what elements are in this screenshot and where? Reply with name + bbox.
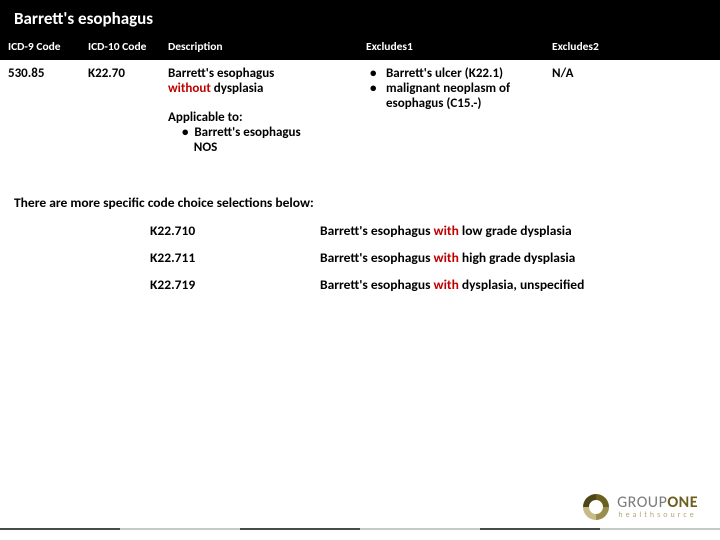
title-bar: Barrett's esophagus (0, 0, 720, 36)
desc-line2: without dysplasia (168, 81, 350, 96)
cell-icd9: 530.85 (0, 60, 80, 186)
table-header: ICD-9 Code ICD-10 Code Description Exclu… (0, 36, 720, 60)
desc-prefix: Barrett's esophagus (320, 276, 434, 293)
col-header-icd10: ICD-10 Code (80, 36, 160, 60)
slide: Barrett's esophagus ICD-9 Code ICD-10 Co… (0, 0, 720, 540)
specific-code: K22.719 (150, 276, 320, 293)
excludes1-item: •malignant neoplasm of esophagus (C15.-) (370, 81, 536, 111)
desc-line1: Barrett's esophagus (168, 66, 350, 81)
excludes1-text: malignant neoplasm of esophagus (C15.-) (386, 81, 536, 111)
applicable-block: Applicable to: • Barrett's esophagus NOS (168, 110, 350, 155)
cell-excludes2: N/A (544, 60, 720, 186)
desc-prefix: Barrett's esophagus (320, 222, 434, 239)
specific-code-description: Barrett's esophagus with high grade dysp… (320, 249, 575, 266)
page-title: Barrett's esophagus (14, 8, 153, 29)
logo-icon (581, 492, 611, 522)
keyword-with: with (434, 276, 459, 293)
specific-code-description: Barrett's esophagus with low grade dyspl… (320, 222, 572, 239)
cell-excludes1: •Barrett's ulcer (K22.1)•malignant neopl… (358, 60, 544, 186)
cell-icd10: K22.70 (80, 60, 160, 186)
footer-divider (0, 528, 720, 530)
specific-code-row: K22.711Barrett's esophagus with high gra… (150, 244, 720, 271)
specific-code-row: K22.710Barrett's esophagus with low grad… (150, 217, 720, 244)
logo: GROUPONE healthsource (581, 492, 698, 522)
desc-prefix: Barrett's esophagus (320, 249, 434, 266)
col-header-excludes2: Excludes2 (544, 36, 720, 60)
applicable-item: • Barrett's esophagus NOS (182, 125, 350, 155)
bullet-icon: • (370, 66, 386, 81)
excludes1-item: •Barrett's ulcer (K22.1) (370, 66, 536, 81)
table-row: 530.85 K22.70 Barrett's esophagus withou… (0, 60, 720, 186)
keyword-without: without (168, 81, 211, 96)
specific-code-row: K22.719Barrett's esophagus with dysplasi… (150, 271, 720, 298)
col-header-excludes1: Excludes1 (358, 36, 544, 60)
desc-tail: dysplasia (211, 81, 264, 96)
col-header-description: Description (160, 36, 358, 60)
desc-suffix: dysplasia, unspecified (459, 276, 585, 293)
more-specific-note: There are more specific code choice sele… (0, 186, 720, 217)
specific-codes-table: K22.710Barrett's esophagus with low grad… (150, 217, 720, 298)
applicable-label: Applicable to: (168, 110, 350, 125)
bullet-icon: • (370, 81, 386, 111)
keyword-with: with (434, 222, 459, 239)
desc-suffix: high grade dysplasia (459, 249, 576, 266)
desc-suffix: low grade dysplasia (459, 222, 572, 239)
applicable-item-line1: Barrett's esophagus (194, 125, 300, 140)
logo-word-healthsource: healthsource (617, 511, 698, 519)
specific-code-description: Barrett's esophagus with dysplasia, unsp… (320, 276, 584, 293)
specific-code: K22.711 (150, 249, 320, 266)
keyword-with: with (434, 249, 459, 266)
specific-code: K22.710 (150, 222, 320, 239)
logo-text: GROUPONE healthsource (617, 495, 698, 519)
applicable-item-line2: NOS (194, 140, 218, 155)
excludes1-text: Barrett's ulcer (K22.1) (386, 66, 536, 81)
col-header-icd9: ICD-9 Code (0, 36, 80, 60)
cell-description: Barrett's esophagus without dysplasia Ap… (160, 60, 358, 186)
